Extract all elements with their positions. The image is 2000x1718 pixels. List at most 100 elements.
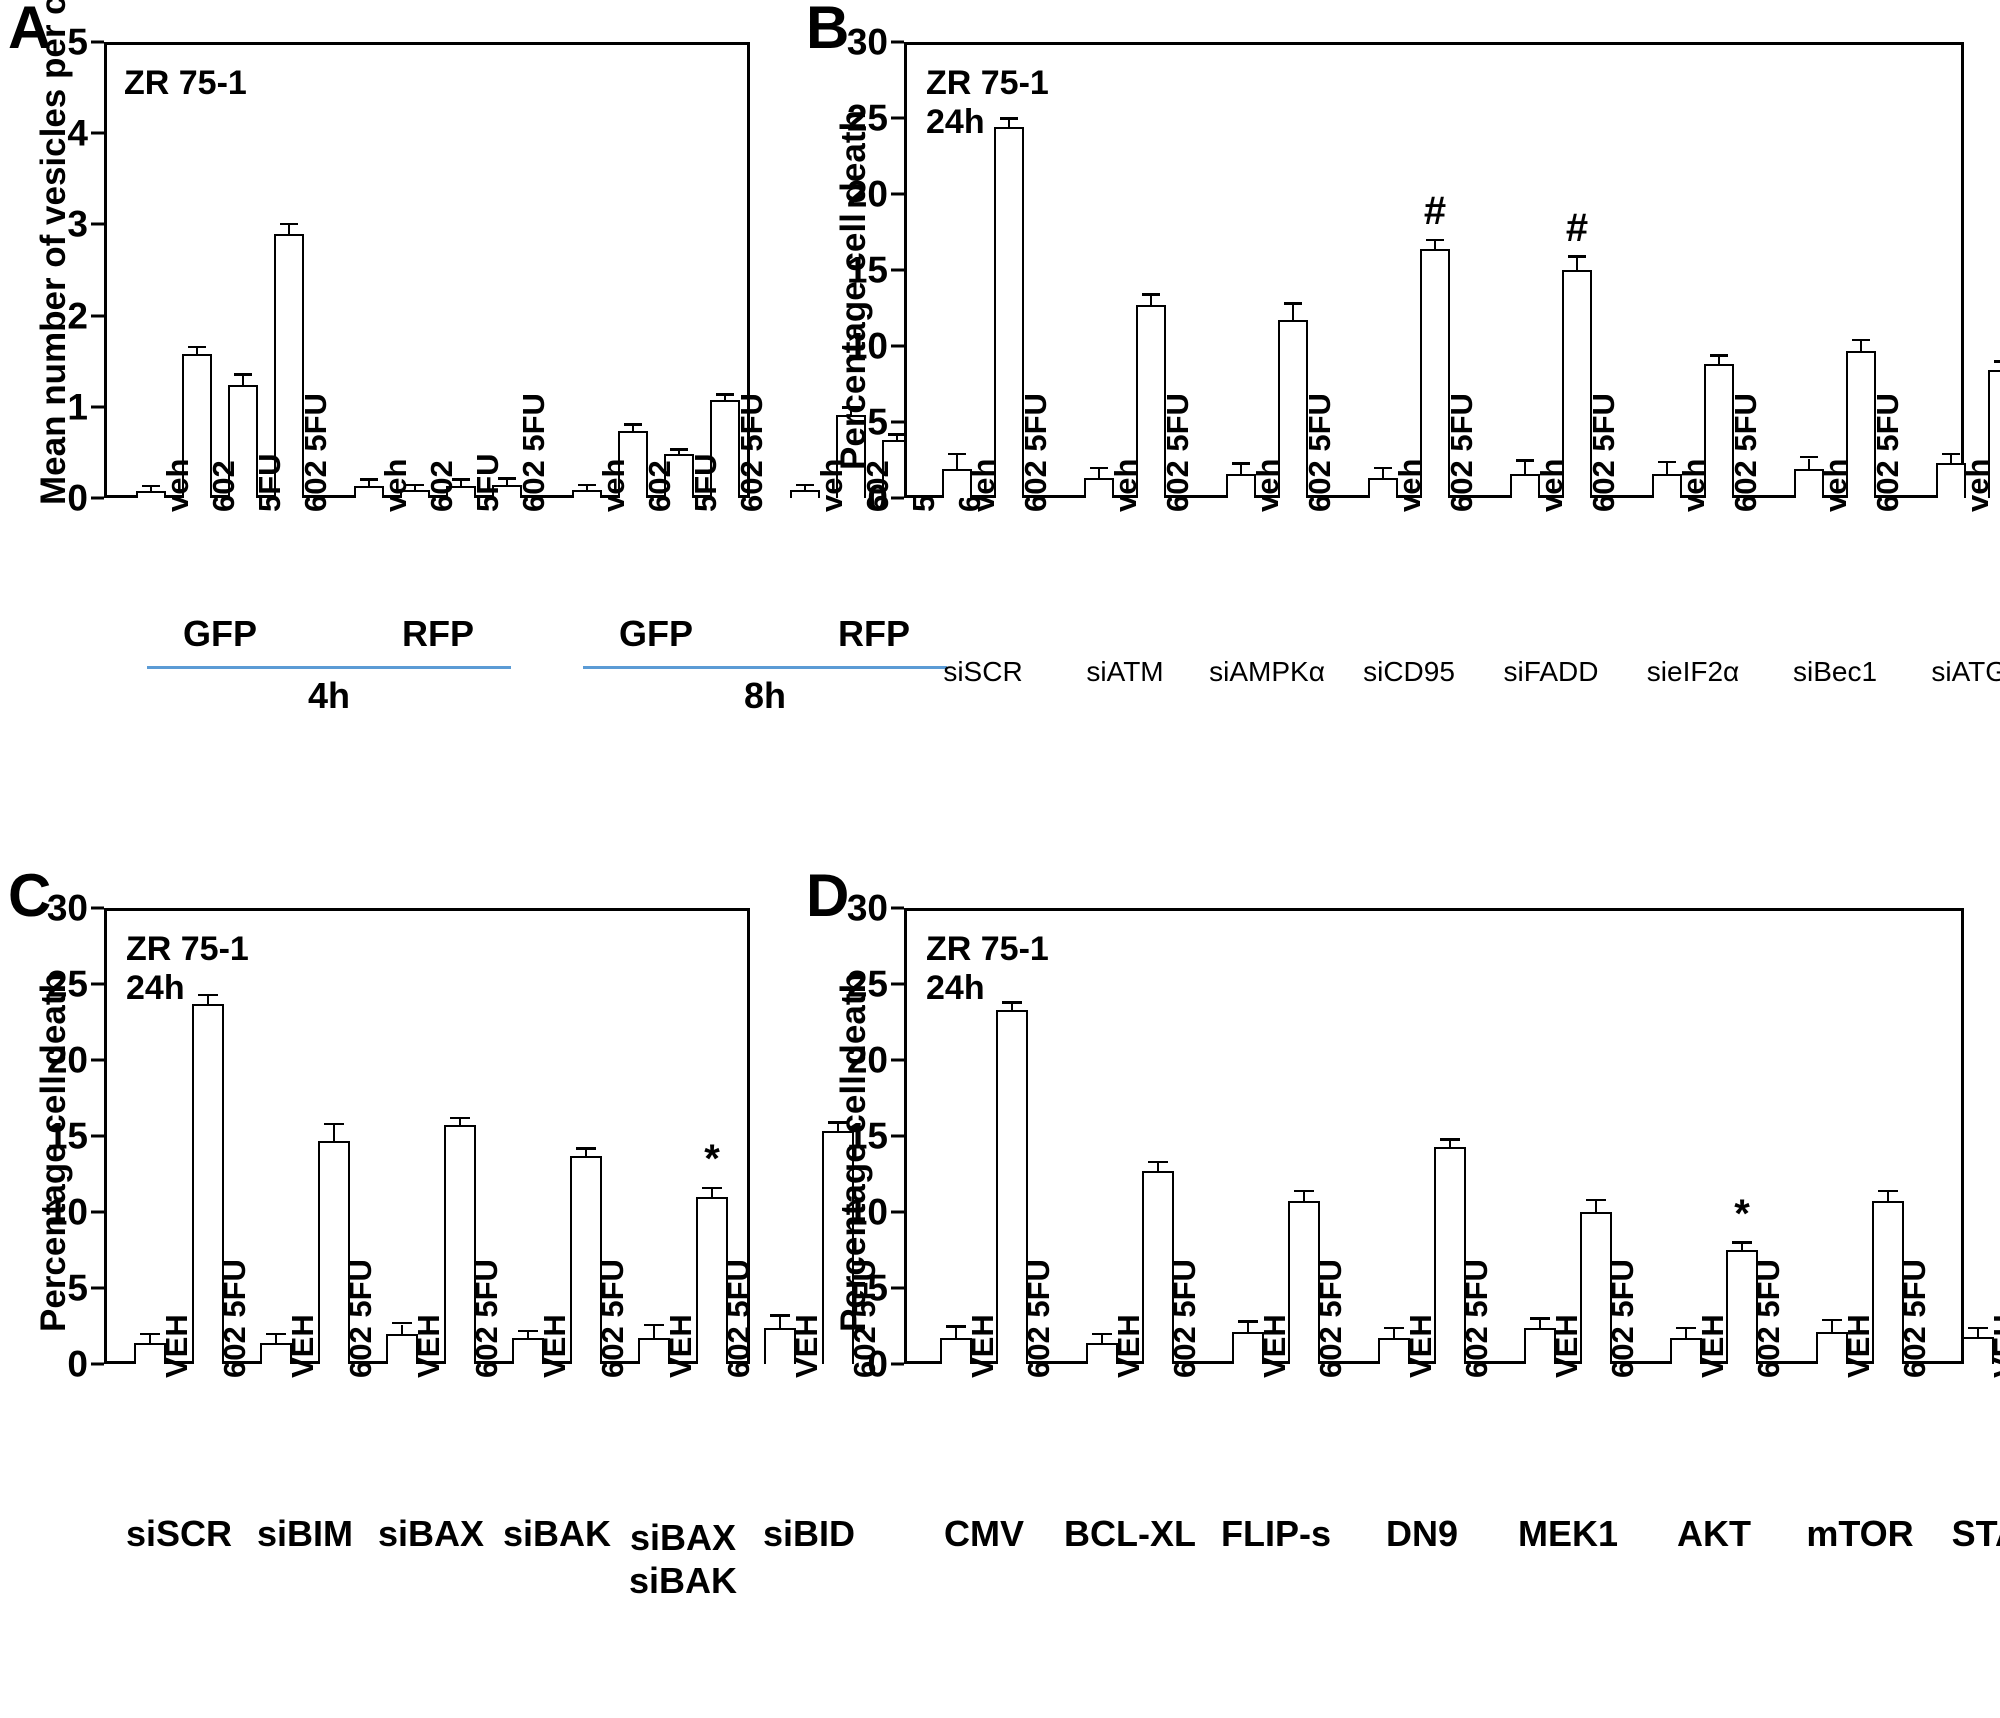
group-label: sieIF2α: [1646, 656, 1740, 687]
x-tick-label: veh: [1392, 458, 1427, 512]
y-tick-label: 5: [67, 1267, 88, 1309]
bar: [386, 1333, 418, 1364]
y-tick-mark: [91, 1286, 104, 1290]
group-label: siBAK: [502, 1513, 612, 1554]
y-tick-label: 15: [846, 249, 888, 291]
error-bar-cap: [795, 483, 815, 487]
y-tick-label: 2: [67, 295, 88, 337]
group-label: siBAX: [377, 1513, 485, 1554]
y-tick-label: 3: [67, 203, 88, 245]
panel-a-y-axis-title: Mean number of vesicles per cell: [34, 0, 73, 505]
error-bar-cap: [1822, 1318, 1842, 1322]
x-tick-label: VEH: [1111, 1314, 1146, 1378]
error-bar-cap: [1941, 452, 1961, 456]
bar: [228, 384, 258, 498]
error-bar-stem: [1381, 469, 1385, 479]
error-bar-stem: [1807, 458, 1811, 470]
error-bar-stem: [1538, 1319, 1542, 1328]
bar: [1368, 478, 1398, 498]
group-label: siATG5: [1931, 656, 2000, 687]
bar: [1794, 469, 1824, 498]
bar: [492, 485, 522, 498]
error-bar-stem: [1684, 1329, 1688, 1339]
panel-c-annotation: ZR 75-1 24h: [126, 930, 249, 1008]
panel-b-letter: B: [806, 0, 850, 61]
error-bar-stem: [1149, 295, 1153, 305]
error-bar-stem: [710, 1189, 714, 1197]
error-bar-cap: [392, 1321, 412, 1325]
error-bar-stem: [1239, 464, 1243, 474]
error-bar-cap: [841, 406, 861, 409]
x-tick-label: 602 5FU: [1605, 1259, 1640, 1378]
group-label: RFP: [402, 613, 474, 654]
y-tick-mark: [91, 1058, 104, 1062]
y-tick-label: 10: [46, 1191, 88, 1233]
panel-d-plot: * ZR 75-1 24h: [904, 908, 1994, 1364]
error-bar-cap: [1586, 1198, 1606, 1202]
error-bar-cap: [518, 1329, 538, 1333]
bar: [1962, 1336, 1994, 1364]
x-tick-label: 602 5FU: [469, 1259, 504, 1378]
bar: [836, 415, 866, 498]
bar: [822, 1131, 854, 1364]
error-bar-stem: [849, 408, 853, 416]
x-tick-label: VEH: [663, 1314, 698, 1378]
y-tick-mark: [891, 1134, 904, 1138]
error-bar-stem: [1717, 356, 1721, 365]
group-label: siAMPKα: [1209, 656, 1325, 687]
y-tick-label: 10: [846, 1191, 888, 1233]
error-bar-stem: [677, 450, 681, 455]
error-bar-stem: [1007, 119, 1011, 128]
bar: [400, 489, 430, 498]
group-label: FLIP-s: [1220, 1513, 1332, 1554]
bar: [1142, 1170, 1174, 1364]
x-tick-label: 602 5FU: [721, 1259, 756, 1378]
error-bar-stem: [413, 486, 417, 490]
x-tick-label: 602 5FU: [1586, 393, 1621, 512]
x-tick-label: veh: [1960, 458, 1995, 512]
y-tick-label: 20: [846, 173, 888, 215]
error-bar-cap: [702, 1186, 722, 1190]
error-bar-cap: [1089, 466, 1109, 470]
time-label: 4h: [307, 675, 351, 716]
error-bar-stem: [803, 486, 807, 490]
error-bar-stem: [585, 486, 589, 490]
x-tick-label: 5FU: [470, 453, 505, 512]
x-tick-label: veh: [1818, 458, 1853, 512]
x-tick-label: 5FU: [688, 453, 723, 512]
error-bar-stem: [287, 225, 291, 234]
panel-c-plot: * ZR 75-1 24h: [104, 908, 854, 1364]
bar: [260, 1342, 292, 1364]
y-tick-label: 0: [67, 1343, 88, 1385]
group-label: siSCR: [125, 1513, 233, 1554]
bar: [1226, 473, 1256, 498]
error-bar-stem: [505, 479, 509, 486]
x-tick-label: 602 5FU: [1870, 393, 1905, 512]
y-tick-mark: [891, 40, 904, 44]
error-bar-cap: [947, 452, 967, 456]
error-bar-cap: [1515, 459, 1535, 462]
bar: [996, 1009, 1028, 1364]
x-tick-label: 602 5FU: [1018, 393, 1053, 512]
error-bar-stem: [1859, 341, 1863, 351]
error-bar-cap: [1373, 466, 1393, 470]
x-tick-label: 602 5FU: [1167, 1259, 1202, 1378]
error-bar-stem: [526, 1332, 530, 1339]
error-bar-stem: [1665, 463, 1669, 474]
bar: [192, 1003, 224, 1364]
y-tick-mark: [891, 116, 904, 120]
bar: [1652, 473, 1682, 498]
y-tick-mark: [891, 982, 904, 986]
error-bar-stem: [148, 1335, 152, 1343]
group-label: GFP: [182, 613, 258, 654]
x-tick-label: veh: [596, 458, 631, 512]
error-bar-cap: [1676, 1326, 1696, 1330]
time-group-underline: [583, 666, 947, 669]
panel-a-bars: [104, 42, 958, 498]
panel-a-plot: ZR 75-1: [104, 42, 958, 498]
y-tick-mark: [91, 40, 104, 44]
group-label: mTOR: [1806, 1513, 1914, 1554]
bar: [1726, 1250, 1758, 1364]
bar: [790, 489, 820, 498]
x-tick-label: VEH: [537, 1314, 572, 1378]
